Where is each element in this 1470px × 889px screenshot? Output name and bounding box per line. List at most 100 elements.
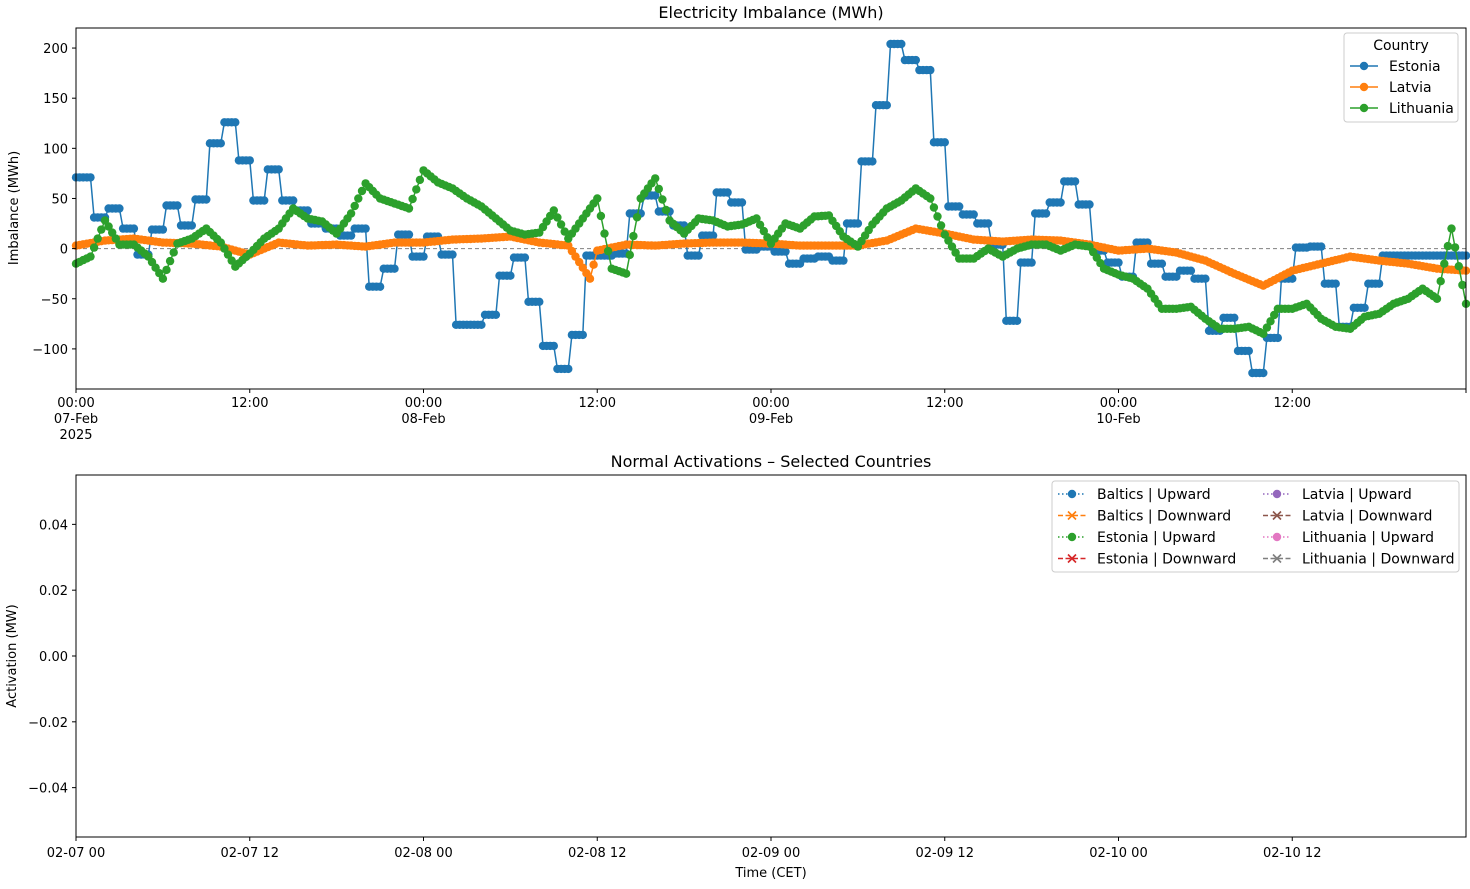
x-tick-label: 00:00 [57,396,94,411]
x-tick-label: 08-Feb [401,412,445,427]
data-point [1458,280,1467,290]
y-tick-label: −0.04 [28,782,68,797]
data-point [158,274,168,283]
y-tick-label: 0 [60,243,68,258]
legend-item: Latvia | Downward [1263,509,1432,525]
data-point [97,225,106,234]
activations-legend: Baltics | Upward Baltics | Downward Estoni… [1051,480,1460,573]
legend-marker [1272,510,1282,521]
x-tick-label: 02-08 12 [568,846,626,861]
data-point [535,297,544,306]
data-point [520,253,530,262]
data-point [1186,266,1196,275]
data-point [661,205,671,215]
data-point [969,210,978,219]
y-tick-label: 0.04 [39,518,68,533]
data-point [274,165,283,174]
data-point [93,234,102,243]
legend-label: Baltics | Upward [1097,487,1211,503]
y-tick-label: −50 [41,293,68,308]
data-point [600,229,609,238]
data-point [593,194,602,203]
data-point [622,269,631,278]
legend-marker [1067,489,1077,499]
data-point [346,231,356,240]
data-point [1157,259,1167,268]
y-tick-label: 0.00 [39,650,68,665]
data-point [129,224,139,233]
imbalance-chart: Electricity Imbalance (MWh) 200 150 100 50 0… [7,3,1470,443]
data-point [984,219,993,228]
data-point [477,320,486,329]
data-point [651,174,660,183]
legend-item: Lithuania | Upward [1263,530,1434,546]
data-point [158,225,168,234]
data-point [940,138,949,147]
data-point [936,221,946,230]
data-point [1041,209,1051,218]
data-point [1270,310,1279,320]
data-point [86,252,95,261]
data-point [375,282,385,291]
y-tick-label: −100 [32,343,68,358]
data-point [202,195,211,204]
data-point [955,202,964,211]
data-point [759,226,768,236]
x-tick-label: 02-08 00 [394,846,452,861]
legend-item: Baltics | Downward [1058,509,1231,525]
data-point [89,243,99,252]
activations-chart: Normal Activations – Selected Countries … [5,452,1467,881]
y-tick-label: 100 [43,142,68,157]
legend-title: Country [1373,38,1429,54]
data-point [897,39,906,49]
data-point [603,246,613,256]
data-point [585,274,595,283]
imbalance-y-label: Imbalance (MWh) [7,151,22,265]
data-point [419,252,428,261]
x-tick-label: 02-09 00 [742,846,800,861]
data-point [1259,329,1268,338]
legend-marker [1359,61,1369,71]
legend-item-estonia: Estonia [1350,59,1441,75]
legend-item: Estonia | Upward [1058,530,1216,546]
data-point [173,201,182,210]
x-tick-label: 00:00 [752,396,789,411]
data-point [448,250,457,259]
data-point [853,219,863,228]
data-point [216,139,225,148]
data-point [651,191,660,200]
data-point [708,231,718,240]
data-point [408,194,417,204]
y-tick-label: 0.02 [39,584,68,599]
legend-item: Estonia | Downward [1058,552,1236,568]
data-point [227,256,236,265]
x-tick-label: 09-Feb [749,412,793,427]
data-point [589,260,598,269]
data-point [629,231,638,241]
data-point [1432,294,1442,303]
legend-item-latvia: Latvia [1350,80,1432,96]
data-point [1374,279,1384,288]
legend-label: Latvia [1389,80,1432,96]
x-tick-label: 07-Feb [54,412,98,427]
data-point [390,264,399,273]
data-point [755,220,765,229]
x-tick-label: 12:00 [579,396,616,411]
data-point [404,230,414,239]
data-point [926,65,935,75]
data-point [1070,177,1080,186]
x-tick-label: 12:00 [231,396,268,411]
x-tick-label: 12:00 [926,396,963,411]
data-point [415,175,425,185]
x-tick-label: 02-07 12 [221,846,279,861]
data-point [839,256,848,265]
legend-label: Estonia | Downward [1097,552,1236,568]
data-point [625,250,634,260]
data-point [560,227,569,236]
legend-marker [1272,532,1282,542]
legend-label: Lithuania [1389,101,1454,117]
legend-item: Latvia | Upward [1263,487,1412,503]
data-point [556,220,566,229]
data-point [882,101,891,110]
